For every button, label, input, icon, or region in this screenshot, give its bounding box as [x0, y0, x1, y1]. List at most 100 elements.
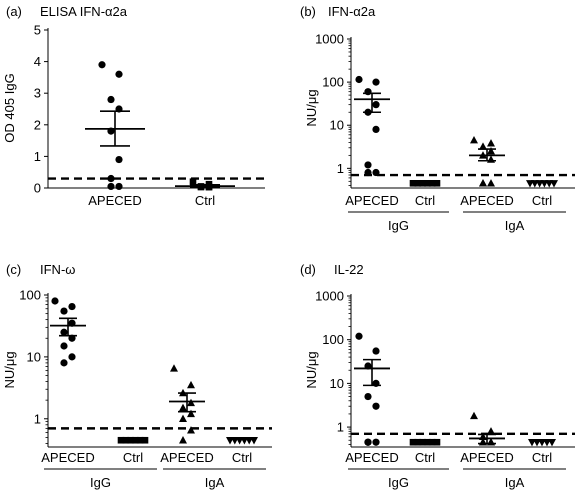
data-point: [141, 436, 149, 444]
data-point: [187, 398, 195, 407]
data-point: [433, 179, 441, 187]
data-point: [528, 439, 536, 447]
data-point: [424, 179, 431, 187]
x-category-label: APECED: [88, 193, 141, 208]
data-point: [419, 179, 426, 187]
data-point: [117, 436, 125, 444]
data-point: [479, 179, 487, 187]
data-point: [355, 75, 363, 84]
data-point: [543, 439, 551, 447]
data-point: [538, 439, 546, 447]
data-point: [60, 328, 68, 336]
data-point: [428, 438, 436, 446]
group-label: IgG: [90, 475, 111, 490]
data-point: [487, 179, 495, 187]
panel-letter: (c): [6, 262, 21, 277]
x-category-label: Ctrl: [195, 193, 215, 208]
data-point: [51, 297, 59, 305]
data-point: [372, 125, 380, 134]
data-point: [127, 436, 134, 444]
data-point: [372, 402, 380, 410]
x-category-label: APECED: [460, 193, 513, 208]
y-tick-label: 1: [34, 411, 41, 426]
y-tick-label: 1000: [315, 289, 344, 304]
x-category-label: Ctrl: [232, 450, 252, 465]
data-point: [409, 179, 417, 187]
y-axis-label: NU/μg: [304, 89, 319, 126]
panel-c: (c) IFN-ω NU/μg 1 10 100 APECED Ctrl APECED Ctrl I…: [2, 262, 272, 490]
data-point: [487, 427, 495, 435]
y-tick-label: 4: [34, 54, 41, 69]
y-tick-label: 10: [330, 118, 344, 133]
y-tick-label: 1: [337, 161, 344, 176]
y-tick-label: 3: [34, 86, 41, 101]
x-category-label: Ctrl: [415, 450, 435, 465]
data-point: [364, 392, 372, 401]
x-category-label: Ctrl: [532, 193, 552, 208]
y-tick-label: 100: [322, 332, 344, 347]
data-point: [409, 438, 417, 446]
y-tick-label: 0: [34, 181, 41, 196]
data-point: [419, 438, 426, 446]
y-tick-label: 100: [322, 75, 344, 90]
data-point: [364, 438, 372, 446]
data-point: [372, 347, 380, 355]
data-point: [98, 61, 106, 69]
x-category-label: Ctrl: [415, 193, 435, 208]
data-point: [550, 180, 558, 188]
data-point: [372, 438, 380, 446]
x-category-label: Ctrl: [532, 450, 552, 465]
y-tick-label: 10: [330, 376, 344, 391]
data-point: [68, 353, 76, 361]
group-label: IgG: [388, 475, 409, 490]
y-axis-label: OD 405 IgG: [2, 73, 17, 142]
panel-title: IFN-ω: [40, 262, 75, 277]
data-point: [355, 332, 363, 340]
data-point: [433, 438, 441, 446]
y-axis-label: NU/μg: [2, 351, 17, 388]
data-point: [364, 168, 372, 177]
x-category-label: APECED: [345, 450, 398, 465]
data-point: [115, 182, 123, 191]
x-category-label: APECED: [460, 450, 513, 465]
y-tick-label: 1: [337, 420, 344, 435]
data-point: [372, 168, 380, 177]
data-point: [470, 135, 478, 144]
data-point: [424, 438, 431, 446]
data-point: [107, 182, 115, 191]
x-category-label: APECED: [160, 450, 213, 465]
data-point: [132, 436, 139, 444]
data-point: [122, 436, 130, 444]
data-point: [479, 142, 487, 150]
panel-letter: (b): [300, 4, 316, 19]
data-point: [187, 409, 195, 418]
data-point: [487, 139, 495, 147]
data-point: [189, 178, 197, 185]
x-category-label: APECED: [345, 193, 398, 208]
data-point: [364, 88, 372, 96]
group-label: IgG: [388, 218, 409, 233]
panel-b: (b) IFN-α2a NU/μg 1 10 100 1000 APECED Ctrl APECE…: [300, 4, 575, 233]
y-tick-label: 2: [34, 117, 41, 132]
group-label: IgA: [205, 475, 225, 490]
data-point: [372, 78, 380, 86]
y-tick-label: 10: [27, 349, 41, 364]
data-point: [487, 146, 495, 155]
data-point: [487, 155, 495, 163]
panel-title: IFN-α2a: [328, 4, 376, 19]
data-point: [107, 174, 115, 183]
panel-letter: (a): [6, 4, 22, 19]
data-point: [107, 95, 115, 104]
data-point: [470, 411, 478, 420]
data-point: [533, 439, 541, 447]
data-point: [60, 307, 68, 315]
data-point: [187, 380, 195, 389]
panel-title: IL-22: [334, 262, 364, 277]
data-point: [414, 438, 422, 446]
panel-title: ELISA IFN-α2a: [40, 4, 128, 19]
data-point: [364, 161, 372, 169]
data-point: [428, 179, 436, 187]
data-point: [60, 342, 68, 350]
data-point: [179, 436, 187, 444]
